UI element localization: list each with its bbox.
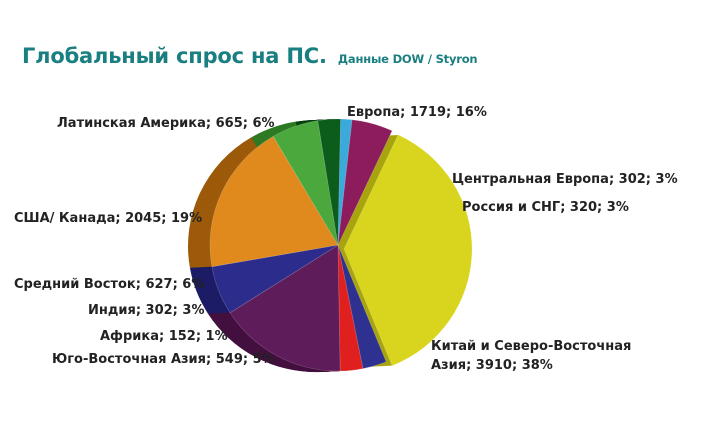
slice-label: Африка; 152; 1% <box>100 329 228 344</box>
pie-slice <box>272 120 339 246</box>
slice-label: Европа; 1719; 16% <box>347 105 487 120</box>
chart-title-text: Глобальный спрос на ПС. <box>22 44 327 68</box>
pie-slice <box>209 135 339 268</box>
slice-label: Средний Восток; 627; 6% <box>14 277 204 292</box>
pie-slice <box>337 119 393 246</box>
pie-slice <box>229 244 341 372</box>
pie-slice <box>317 118 341 246</box>
slice-label: Центральная Европа; 302; 3% <box>452 172 678 187</box>
slice-label: Юго-Восточная Азия; 549; 5% <box>52 352 275 367</box>
pie-slice <box>211 244 339 314</box>
slice-labels: Китай и Северо-Восточная Азия; 3910; 38% Р… <box>14 105 678 373</box>
slice-label: Латинская Америка; 665; 6% <box>57 116 275 131</box>
pie-slice <box>337 118 353 246</box>
pie-slice <box>343 134 473 367</box>
pie-slices <box>209 118 473 372</box>
pie-slice <box>337 244 387 369</box>
chart-subtitle: Данные DOW / Styron <box>337 52 478 66</box>
pie-slice <box>337 244 364 372</box>
slice-label: Китай и Северо-Восточная Азия; 3910; 38% <box>431 339 631 373</box>
chart-title: Глобальный спрос на ПС. Данные DOW / Sty… <box>22 44 478 68</box>
slice-label: США/ Канада; 2045; 19% <box>14 211 202 226</box>
slice-label: Индия; 302; 3% <box>88 303 204 318</box>
slice-label: Россия и СНГ; 320; 3% <box>462 200 629 215</box>
